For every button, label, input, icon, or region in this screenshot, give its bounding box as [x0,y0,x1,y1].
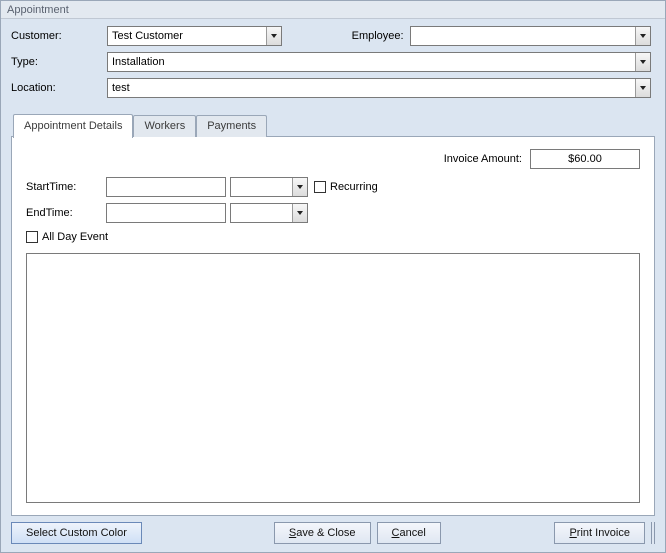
chevron-down-icon [271,34,277,38]
type-value: Installation [108,53,635,71]
customer-label: Customer: [11,30,101,42]
tabpage-appointment-details: Invoice Amount: $60.00 StartTime: Recurr… [11,136,655,516]
customer-combo[interactable]: Test Customer [107,26,282,46]
all-day-label: All Day Event [42,231,108,243]
window-title: Appointment [1,1,665,19]
end-time-label: EndTime: [26,207,102,219]
tab-payments[interactable]: Payments [196,115,267,137]
location-value: test [108,79,635,97]
appointment-window: Appointment Customer: Test Customer Empl… [0,0,666,553]
type-label: Type: [11,56,101,68]
invoice-amount-field[interactable]: $60.00 [530,149,640,169]
customer-dropdown-button[interactable] [266,27,281,45]
recurring-label: Recurring [330,181,378,193]
start-time-value [231,178,292,196]
tabstrip: Appointment Details Workers Payments [11,113,655,137]
save-close-button[interactable]: Save & Close [274,522,371,544]
location-dropdown-button[interactable] [635,79,650,97]
recurring-row: Recurring [314,181,640,193]
start-date-field[interactable] [106,177,226,197]
all-day-row: All Day Event [26,231,640,243]
select-custom-color-button[interactable]: Select Custom Color [11,522,142,544]
print-invoice-button[interactable]: Print Invoice [554,522,645,544]
employee-combo[interactable] [410,26,651,46]
chevron-down-icon [297,185,303,189]
chevron-down-icon [297,211,303,215]
header-form: Customer: Test Customer Employee: Type: … [1,19,665,113]
start-time-label: StartTime: [26,181,102,193]
employee-value [411,27,635,45]
chevron-down-icon [640,34,646,38]
button-bar: Select Custom Color Save & Close Cancel … [1,516,665,552]
start-time-dropdown-button[interactable] [292,178,307,196]
end-date-field[interactable] [106,203,226,223]
chevron-down-icon [640,60,646,64]
cancel-button[interactable]: Cancel [377,522,441,544]
notes-textarea[interactable] [26,253,640,503]
all-day-checkbox[interactable] [26,231,38,243]
customer-value: Test Customer [108,27,266,45]
end-time-combo[interactable] [230,203,308,223]
location-label: Location: [11,82,101,94]
chevron-down-icon [640,86,646,90]
tabs-area: Appointment Details Workers Payments Inv… [11,113,655,516]
end-time-value [231,204,292,222]
end-time-dropdown-button[interactable] [292,204,307,222]
recurring-checkbox[interactable] [314,181,326,193]
start-time-combo[interactable] [230,177,308,197]
tab-appointment-details[interactable]: Appointment Details [13,114,133,138]
invoice-amount-label: Invoice Amount: [444,153,522,165]
employee-label: Employee: [329,30,404,42]
employee-dropdown-button[interactable] [635,27,650,45]
tab-workers[interactable]: Workers [133,115,196,137]
location-combo[interactable]: test [107,78,651,98]
resize-grip[interactable] [651,522,655,544]
type-combo[interactable]: Installation [107,52,651,72]
type-dropdown-button[interactable] [635,53,650,71]
